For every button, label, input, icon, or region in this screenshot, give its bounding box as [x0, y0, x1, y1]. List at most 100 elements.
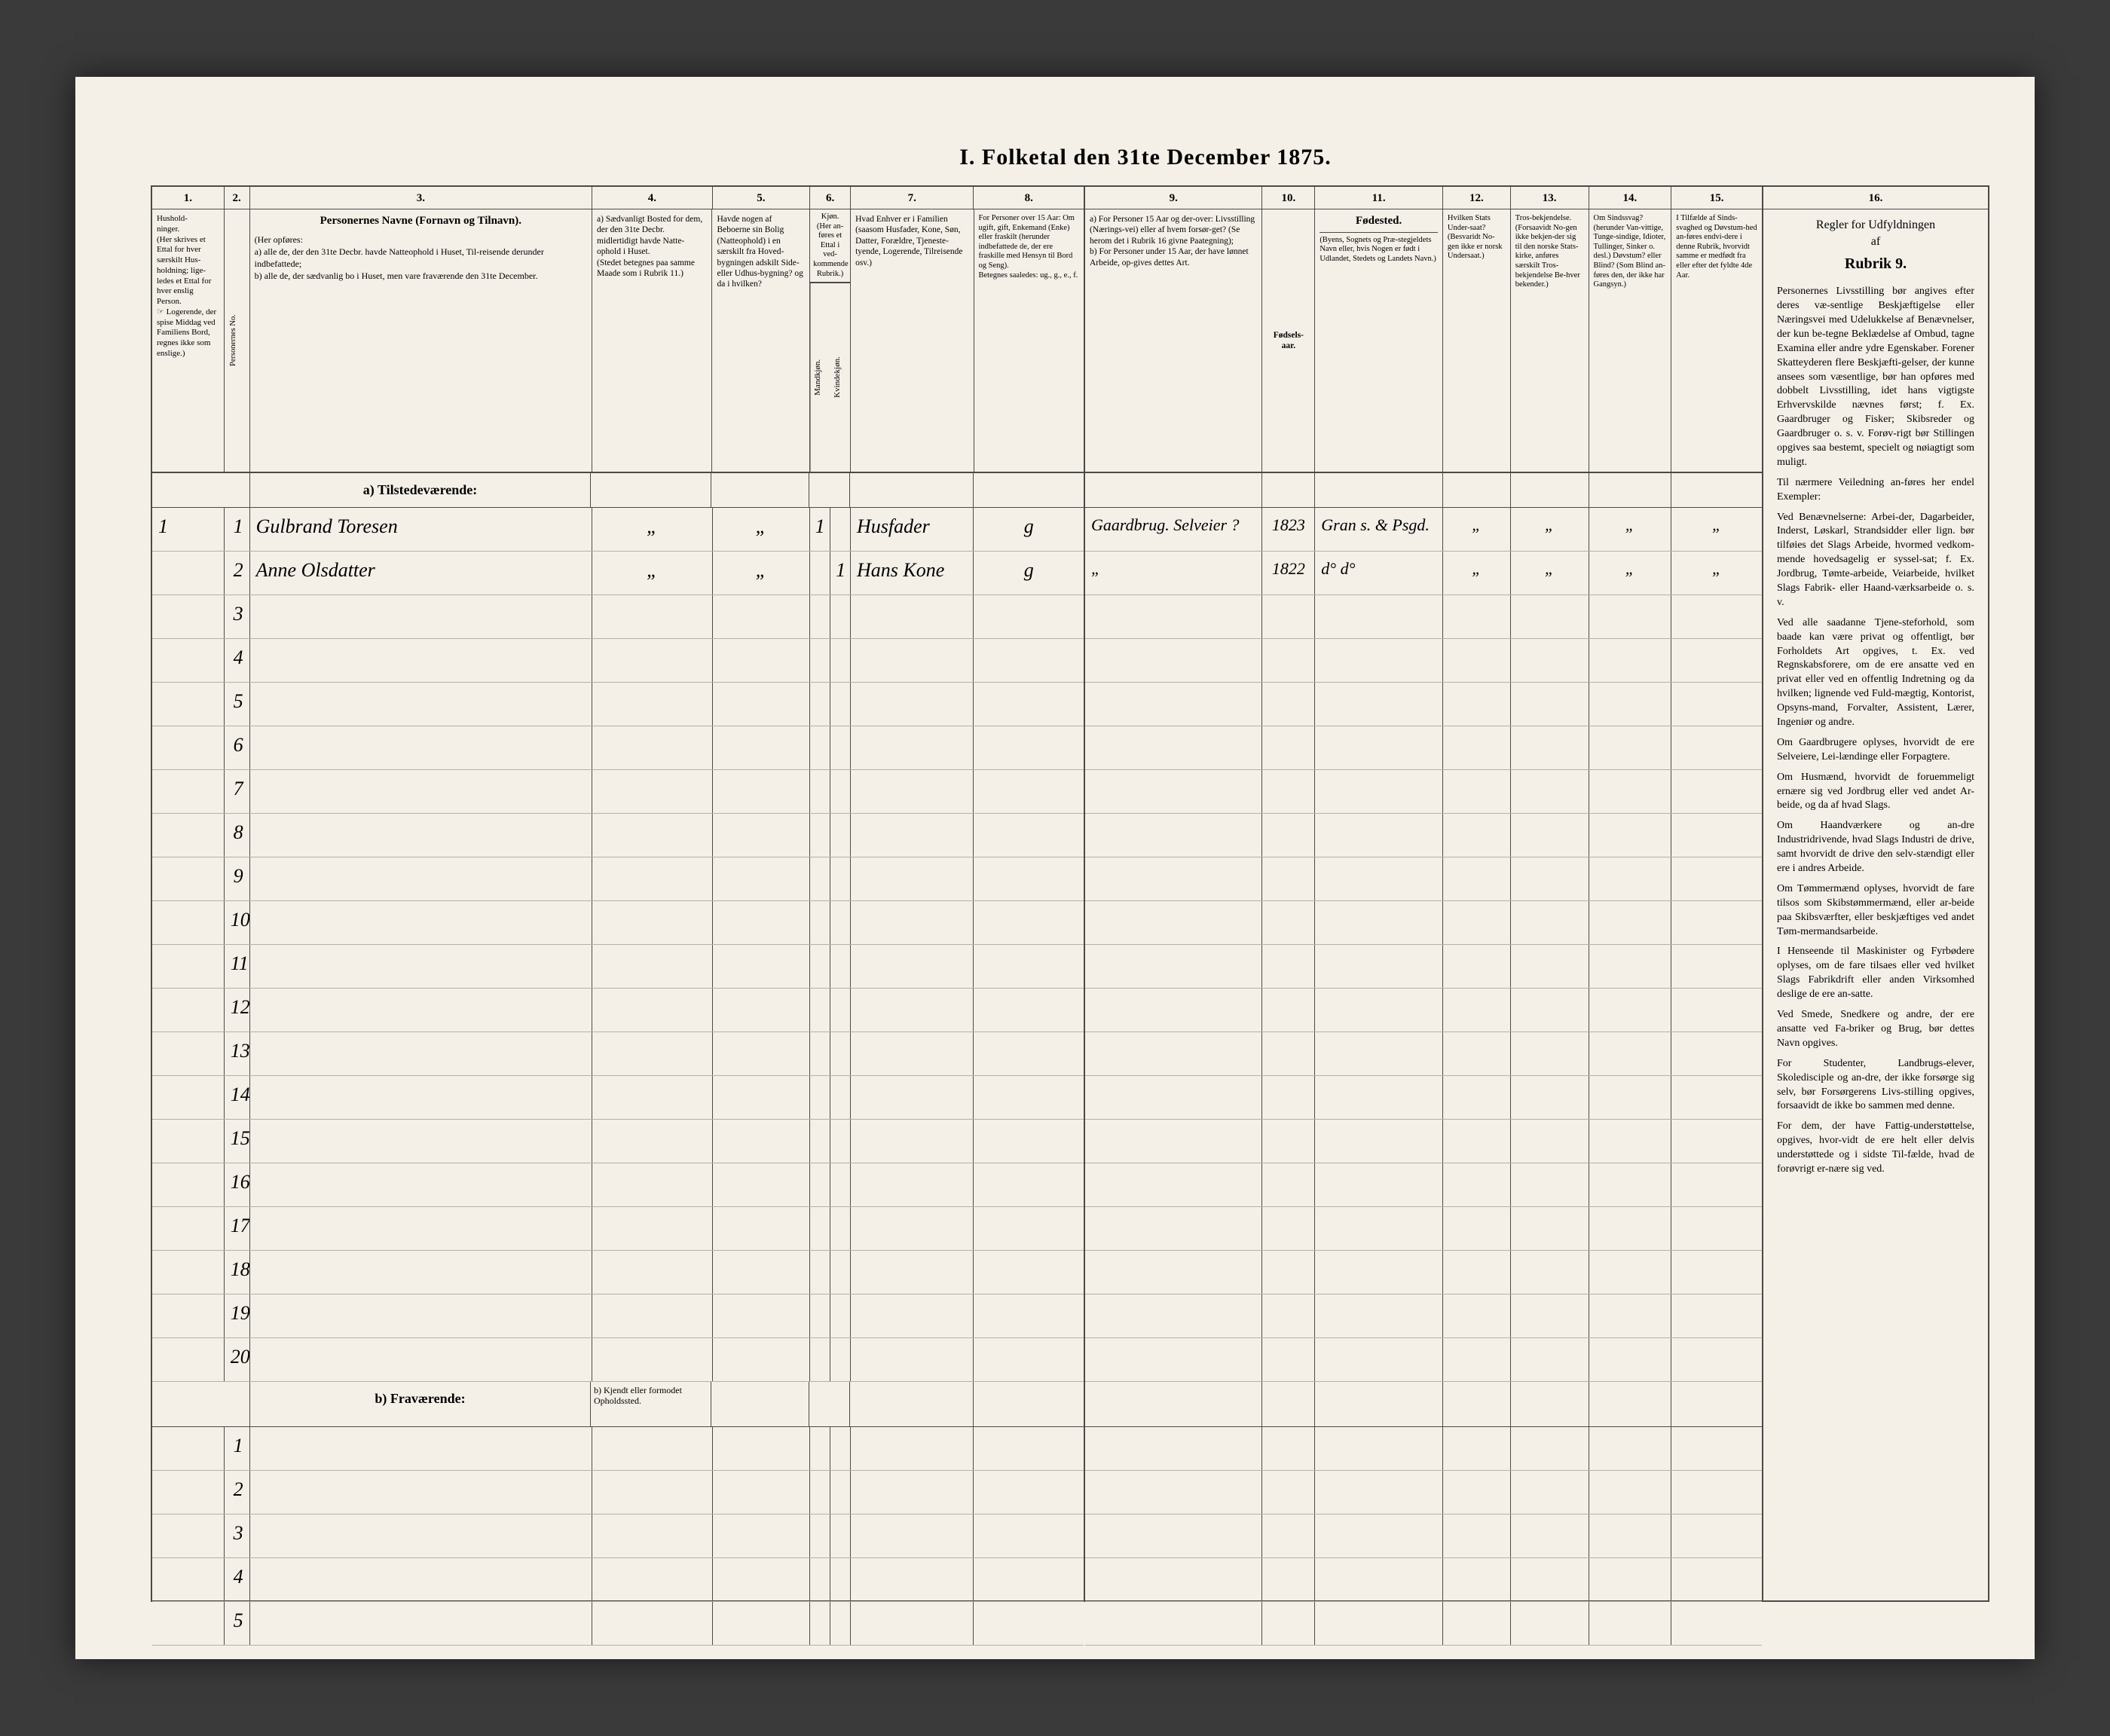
cell-name: [250, 1338, 592, 1381]
cell-c7: [851, 639, 974, 682]
cell-name: [250, 1076, 592, 1119]
cell-c15: [1671, 1427, 1762, 1470]
table-row: 10: [152, 901, 1084, 945]
cell-c13: [1511, 639, 1589, 682]
cell-no: 17: [225, 1207, 250, 1250]
cell-c4: [592, 1076, 712, 1119]
cell-c14: [1589, 857, 1672, 900]
table-row: [1085, 901, 1762, 945]
cell-hh: [152, 945, 225, 988]
cell-no: 1: [225, 508, 250, 551]
cell-c10: [1262, 1120, 1315, 1163]
table-row: 11: [152, 945, 1084, 989]
rules-body: Personernes Livsstilling bør angives eft…: [1777, 285, 1974, 1177]
cell-c12: [1443, 1294, 1511, 1337]
hdr-col6-top: Kjøn. (Her an-føres et Ettal i ved-komme…: [810, 209, 850, 283]
cell-c12: [1443, 901, 1511, 944]
cell-c14: [1589, 1471, 1672, 1514]
cell-hh: 1: [152, 508, 225, 551]
cell-c6: [810, 814, 851, 857]
cell-name: [250, 595, 592, 638]
cell-c10: [1262, 595, 1315, 638]
colnum-16: 16.: [1763, 187, 1988, 209]
colnum-10: 10.: [1262, 187, 1315, 209]
table-row: 1: [152, 1427, 1084, 1471]
cell-c15: [1671, 1207, 1762, 1250]
cell-c7: [851, 1558, 974, 1601]
table-row: 5: [152, 683, 1084, 726]
colnum-7: 7.: [851, 187, 974, 209]
cell-c11: [1315, 770, 1443, 813]
cell-c4: [592, 1120, 712, 1163]
cell-c15: [1671, 814, 1762, 857]
cell-c9: „: [1085, 552, 1262, 594]
cell-c15: [1671, 726, 1762, 769]
cell-c5: [713, 945, 811, 988]
cell-hh: [152, 1558, 225, 1601]
cell-c12: „: [1443, 552, 1511, 594]
cell-no: 19: [225, 1294, 250, 1337]
cell-c8: [974, 1427, 1084, 1470]
cell-c12: [1443, 1251, 1511, 1294]
cell-c4: [592, 901, 712, 944]
cell-hh: [152, 1602, 225, 1645]
cell-c14: [1589, 770, 1672, 813]
cell-hh: [152, 814, 225, 857]
cell-c11: [1315, 1558, 1443, 1601]
cell-c14: [1589, 683, 1672, 726]
cell-c6: [810, 683, 851, 726]
cell-c6: [810, 1076, 851, 1119]
cell-c8: [974, 639, 1084, 682]
cell-c10: [1262, 989, 1315, 1032]
table-row: 5: [152, 1602, 1084, 1646]
colnum-3: 3.: [250, 187, 593, 209]
cell-c12: [1443, 1514, 1511, 1557]
cell-c8: [974, 595, 1084, 638]
cell-c15: [1671, 1163, 1762, 1206]
cell-name: [250, 814, 592, 857]
table-row: [1085, 1120, 1762, 1163]
cell-c15: [1671, 857, 1762, 900]
cell-c12: [1443, 1602, 1511, 1645]
cell-c10: [1262, 1076, 1315, 1119]
cell-c6: [810, 1251, 851, 1294]
cell-no: 7: [225, 770, 250, 813]
cell-c9: [1085, 901, 1262, 944]
cell-c8: [974, 1338, 1084, 1381]
cell-c5: [713, 683, 811, 726]
cell-c11: [1315, 726, 1443, 769]
cell-name: [250, 901, 592, 944]
cell-c15: [1671, 1558, 1762, 1601]
hdr-col1: Hushold- ninger. (Her skrives et Ettal f…: [157, 214, 219, 359]
rules-para: Om Tømmermænd oplyses, hvorvidt de fare …: [1777, 882, 1974, 940]
section-b-note: b) Kjendt eller formodet Opholdssted.: [591, 1382, 711, 1426]
cell-c11: [1315, 595, 1443, 638]
cell-hh: [152, 1163, 225, 1206]
cell-c6: [810, 1602, 851, 1645]
cell-c6: [810, 639, 851, 682]
cell-c14: [1589, 814, 1672, 857]
cell-c11: [1315, 1514, 1443, 1557]
cell-c6: [810, 989, 851, 1032]
cell-no: 16: [225, 1163, 250, 1206]
section-a-label: a) Tilstedeværende:: [250, 473, 591, 507]
colnum-6: 6.: [810, 187, 851, 209]
cell-hh: [152, 1076, 225, 1119]
cell-c4: [592, 1163, 712, 1206]
cell-c13: [1511, 814, 1589, 857]
cell-c9: [1085, 1602, 1262, 1645]
cell-c12: [1443, 726, 1511, 769]
cell-c12: [1443, 770, 1511, 813]
cell-c13: [1511, 1471, 1589, 1514]
cell-hh: [152, 683, 225, 726]
cell-c7: [851, 1427, 974, 1470]
table-row: [1085, 1602, 1762, 1646]
cell-c10: [1262, 1163, 1315, 1206]
cell-c9: [1085, 1294, 1262, 1337]
table-row: 4: [152, 1558, 1084, 1602]
cell-c7: [851, 1602, 974, 1645]
table-row: 17: [152, 1207, 1084, 1251]
table-row: [1085, 1076, 1762, 1120]
cell-c5: [713, 595, 811, 638]
cell-no: 1: [225, 1427, 250, 1470]
